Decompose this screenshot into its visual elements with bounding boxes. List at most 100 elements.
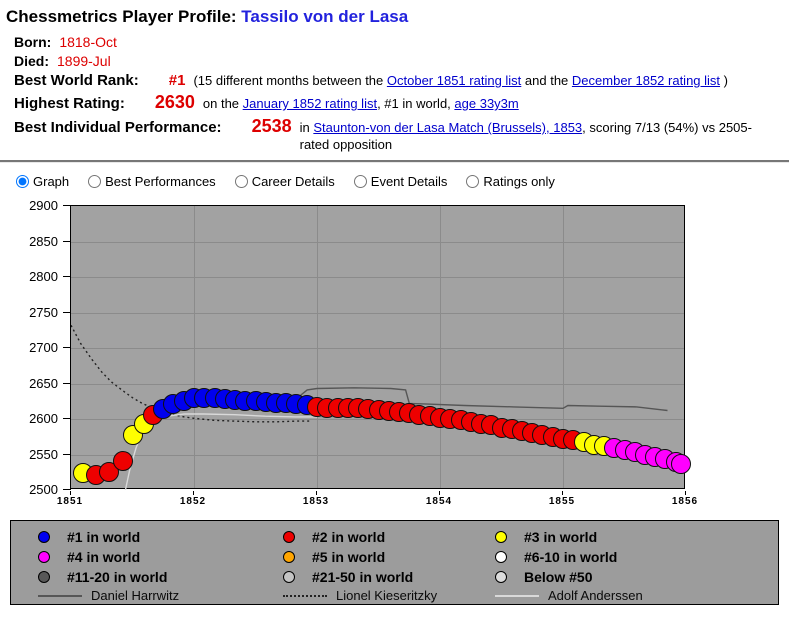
radio-button[interactable] bbox=[466, 175, 480, 188]
legend-item-rank-5: #5 in world bbox=[283, 547, 495, 567]
radio-button[interactable] bbox=[88, 175, 102, 188]
legend-item-label: #2 in world bbox=[312, 529, 386, 545]
legend-item-rank-2: #2 in world bbox=[283, 527, 495, 547]
y-tick-label: 2800 bbox=[29, 269, 58, 284]
legend-item-label: #21-50 in world bbox=[312, 569, 414, 585]
gridline-horizontal bbox=[71, 454, 684, 456]
profile-row-description: (15 different months between the October… bbox=[193, 72, 783, 89]
x-tick-label: 1851 bbox=[56, 496, 84, 507]
x-tick-label: 1853 bbox=[302, 496, 330, 507]
profile-row: Died: 1899-Jul bbox=[6, 53, 783, 69]
gridline-vertical bbox=[563, 206, 564, 488]
y-axis-tick bbox=[63, 240, 71, 242]
x-axis-tick bbox=[439, 491, 440, 495]
radio-label: Career Details bbox=[251, 174, 335, 189]
legend-item-rank-4: #4 in world bbox=[38, 547, 283, 567]
x-tick-label: 1856 bbox=[671, 496, 699, 507]
data-point bbox=[112, 450, 133, 471]
profile-rows: Born: 1818-Oct Died: 1899-Jul Best World Ran… bbox=[6, 34, 783, 153]
y-tick-label: 2550 bbox=[29, 446, 58, 462]
data-point bbox=[671, 454, 692, 475]
page-title: Chessmetrics Player Profile: Tassilo von… bbox=[6, 7, 783, 27]
view-option-ratings-only[interactable]: Ratings only bbox=[466, 174, 555, 189]
gridline-horizontal bbox=[71, 241, 684, 243]
legend-dot-icon bbox=[283, 531, 295, 543]
legend-item-rank-below50: Below #50 bbox=[495, 567, 778, 587]
x-axis-tick bbox=[193, 491, 194, 495]
radio-button[interactable] bbox=[353, 175, 367, 188]
radio-label: Ratings only bbox=[483, 174, 555, 189]
view-option-career-details[interactable]: Career Details bbox=[234, 174, 335, 189]
profile-row: Highest Rating: 2630 on the January 1852 r… bbox=[6, 92, 783, 113]
radio-label: Event Details bbox=[370, 174, 448, 189]
description-text: ) bbox=[720, 73, 728, 88]
description-text: , scoring 7/13 (54%) vs 2505-rated oppos… bbox=[299, 120, 752, 152]
plot-area bbox=[70, 205, 692, 490]
gridline-horizontal bbox=[71, 312, 684, 314]
x-axis-tick bbox=[562, 491, 563, 495]
radio-button[interactable] bbox=[234, 175, 248, 188]
profile-row: Best Individual Performance: 2538 in Staun… bbox=[6, 116, 783, 153]
y-tick-label: 2500 bbox=[29, 482, 58, 497]
legend-item-rank-3: #3 in world bbox=[495, 527, 778, 547]
rating-list-link[interactable]: Staunton-von der Lasa Match (Brussels), … bbox=[313, 120, 583, 135]
legend-item-rank-6-10: #6-10 in world bbox=[495, 547, 778, 567]
rating-list-link[interactable]: December 1852 rating list bbox=[571, 73, 721, 88]
x-axis-tick bbox=[70, 491, 71, 495]
profile-row-description: on the January 1852 rating list, #1 in w… bbox=[203, 95, 783, 112]
page-title-prefix: Chessmetrics Player Profile: bbox=[6, 7, 242, 26]
legend-item-label: #11-20 in world bbox=[67, 569, 168, 585]
view-option-event-details[interactable]: Event Details bbox=[353, 174, 448, 189]
description-text: (15 different months between the bbox=[193, 73, 387, 88]
profile-row: Born: 1818-Oct bbox=[6, 34, 783, 50]
description-text: in bbox=[299, 120, 314, 135]
profile-row-label: Best Individual Performance: bbox=[14, 119, 222, 136]
gridline-vertical bbox=[440, 206, 441, 488]
y-axis-tick bbox=[63, 311, 71, 313]
y-axis-tick bbox=[63, 205, 71, 206]
series-line-adolf-anderssen bbox=[124, 413, 317, 490]
y-axis-tick bbox=[63, 276, 71, 277]
legend-item-kieseritzky: Lionel Kieseritzky bbox=[283, 587, 495, 604]
profile-row: Best World Rank: #1 (15 different months b… bbox=[6, 72, 783, 89]
y-tick-label: 2700 bbox=[29, 340, 58, 355]
radio-button[interactable] bbox=[16, 175, 29, 188]
gridline-horizontal bbox=[71, 348, 684, 349]
chart-legend: #1 in world #2 in world #3 in world #4 in w… bbox=[10, 520, 779, 605]
series-line-daniel-harrwitz bbox=[295, 387, 668, 412]
legend-item-label: Daniel Harrwitz bbox=[91, 588, 180, 603]
player-name: Tassilo von der Lasa bbox=[241, 7, 409, 26]
legend-item-rank-1: #1 in world bbox=[38, 527, 283, 547]
legend-dot-icon bbox=[38, 531, 50, 543]
x-tick-label: 1852 bbox=[179, 496, 207, 507]
x-axis-tick bbox=[316, 491, 317, 495]
y-axis-tick bbox=[63, 418, 71, 419]
profile-row-label: Best World Rank: bbox=[14, 72, 139, 89]
y-tick-label: 2850 bbox=[29, 233, 58, 249]
legend-dot-icon bbox=[495, 571, 507, 583]
legend-item-rank-21-50: #21-50 in world bbox=[283, 567, 495, 587]
rating-list-link[interactable]: January 1852 rating list bbox=[242, 96, 378, 111]
y-axis-tick bbox=[63, 347, 71, 348]
profile-header: Chessmetrics Player Profile: Tassilo von… bbox=[0, 0, 789, 153]
description-text: on the bbox=[202, 96, 243, 111]
legend-item-label: Lionel Kieseritzky bbox=[336, 588, 438, 603]
view-option-graph[interactable]: Graph bbox=[16, 174, 69, 189]
rating-list-link[interactable]: age 33y3m bbox=[454, 96, 519, 111]
legend-item-label: #5 in world bbox=[312, 549, 386, 565]
gridline-vertical bbox=[194, 206, 195, 488]
legend-line-icon bbox=[495, 594, 539, 597]
profile-row-label: Highest Rating: bbox=[14, 95, 125, 112]
legend-line-icon bbox=[283, 594, 327, 597]
legend-dot-icon bbox=[283, 571, 295, 583]
rating-list-link[interactable]: October 1851 rating list bbox=[386, 73, 522, 88]
x-tick-label: 1855 bbox=[548, 496, 576, 507]
description-text: and the bbox=[521, 73, 572, 88]
legend-line-icon bbox=[38, 594, 82, 597]
legend-dot-icon bbox=[283, 551, 295, 563]
legend-item-label: #1 in world bbox=[67, 529, 141, 545]
x-axis-tick bbox=[685, 491, 686, 495]
profile-row-description: in Staunton-von der Lasa Match (Brussels… bbox=[300, 119, 765, 153]
legend-item-rank-11-20: #11-20 in world bbox=[38, 567, 283, 587]
view-option-best-performances[interactable]: Best Performances bbox=[88, 174, 216, 189]
